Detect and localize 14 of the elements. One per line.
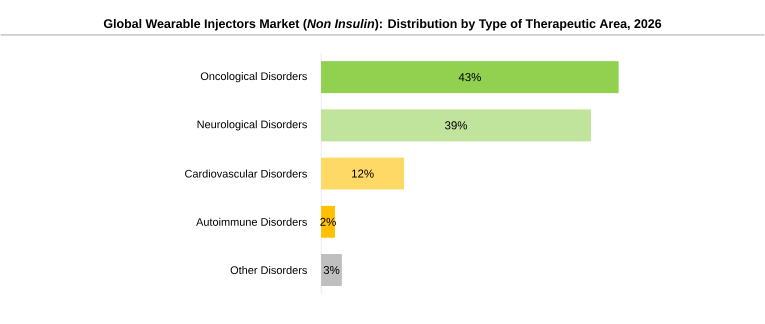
bar — [321, 157, 404, 190]
data-label: 3% — [324, 266, 340, 274]
bar — [321, 254, 342, 286]
data-label: 12% — [352, 169, 374, 178]
bar — [321, 60, 619, 93]
bar — [321, 109, 591, 142]
y-tick-label: Other Disorders — [230, 266, 307, 274]
chart-title: Global Wearable Injectors Market (Non Insulin): Distribution by Type of Therapeutic Area, 2026 — [104, 18, 662, 30]
y-tick-label: Neurological Disorders — [198, 120, 307, 130]
data-label: 39% — [445, 121, 468, 130]
y-tick-label: Cardiovascular Disorders — [185, 169, 307, 178]
data-label: 43% — [458, 72, 481, 81]
y-tick-label: Oncological Disorders — [200, 72, 307, 82]
y-tick-label: Autoimmune Disorders — [196, 218, 307, 226]
